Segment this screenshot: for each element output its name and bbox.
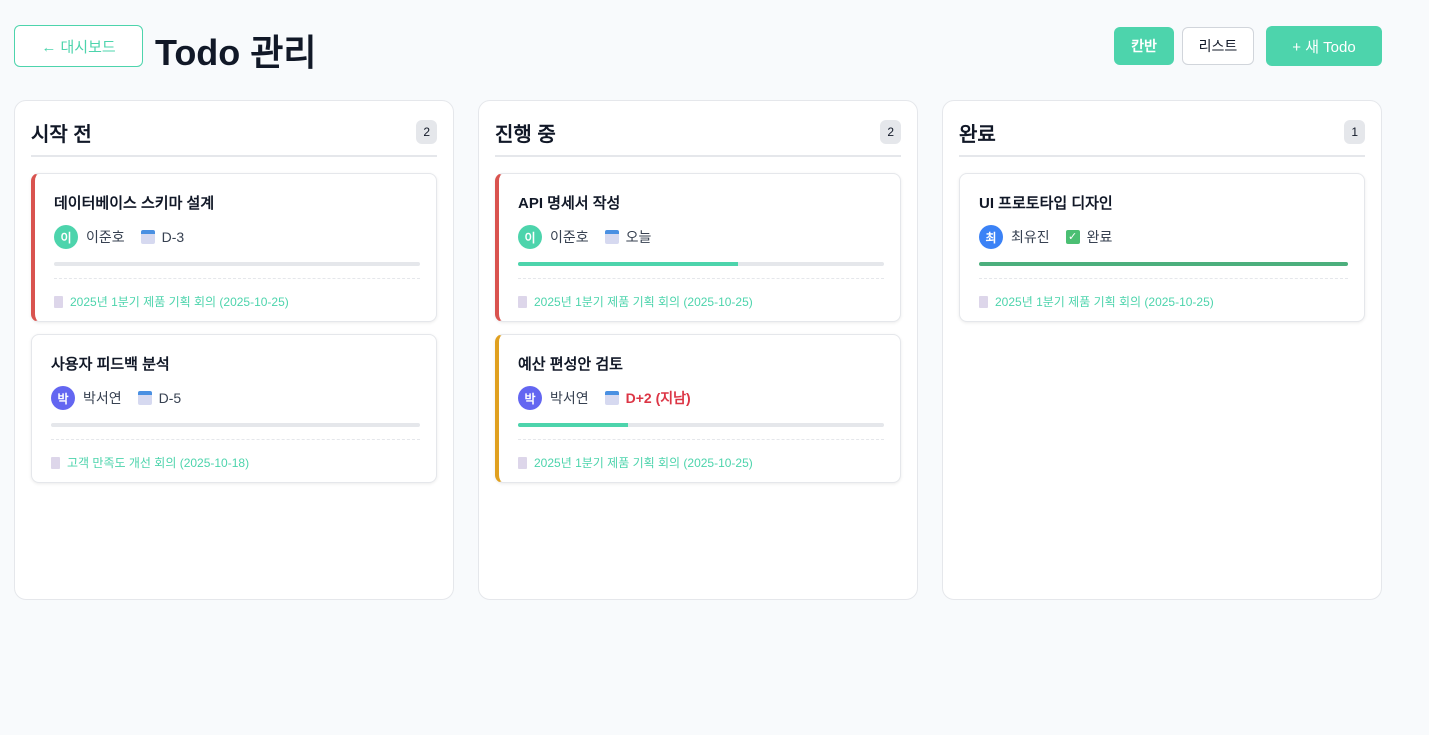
meeting-label: 2025년 1분기 제품 기획 회의 (2025-10-25) [70,295,289,309]
todo-title: 데이터베이스 스키마 설계 [54,195,215,212]
meeting-link[interactable]: 2025년 1분기 제품 기획 회의 (2025-10-25) [54,293,420,310]
meeting-link[interactable]: 2025년 1분기 제품 기획 회의 (2025-10-25) [518,293,884,310]
column-0: 시작 전 2 데이터베이스 스키마 설계 이 이준호 D-3 2025년 1분기 … [14,100,454,600]
divider [979,278,1348,279]
todo-card[interactable]: 데이터베이스 스키마 설계 이 이준호 D-3 2025년 1분기 제품 기획 … [31,173,437,322]
document-icon [518,295,527,308]
document-icon [51,456,60,469]
divider [518,439,884,440]
column-count-badge: 1 [1344,120,1365,144]
column-1: 진행 중 2 API 명세서 작성 이 이준호 오늘 2025년 1분기 제품 기… [478,100,918,600]
avatar: 이 [54,225,78,249]
list-view-button[interactable]: 리스트 [1182,27,1254,65]
progress-bar [518,423,884,427]
assignee-name: 박서연 [550,390,589,406]
calendar-icon [140,230,155,244]
page-title: Todo 관리 [155,32,317,73]
assignee-name: 최유진 [1011,229,1050,245]
column-title: 완료 [959,123,996,146]
todo-title: UI 프로토타입 디자인 [979,195,1113,212]
due-label: 완료 [1086,229,1113,245]
due-label: D-5 [158,390,182,406]
avatar: 이 [518,225,542,249]
column-title: 시작 전 [31,123,92,146]
todo-title: 예산 편성안 검토 [518,356,623,373]
column-count-badge: 2 [880,120,901,144]
meeting-link[interactable]: 2025년 1분기 제품 기획 회의 (2025-10-25) [979,293,1348,310]
column-count-badge: 2 [416,120,437,144]
calendar-icon [137,391,152,405]
column-header: 시작 전 2 [31,115,437,157]
due-label: D-3 [161,229,185,245]
avatar: 박 [518,386,542,410]
avatar: 박 [51,386,75,410]
meeting-link[interactable]: 고객 만족도 개선 회의 (2025-10-18) [51,454,420,471]
avatar: 최 [979,225,1003,249]
progress-bar [979,262,1348,266]
meeting-label: 2025년 1분기 제품 기획 회의 (2025-10-25) [534,456,753,470]
todo-title: 사용자 피드백 분석 [51,356,170,373]
new-todo-button[interactable]: + 새 Todo [1266,26,1382,66]
kanban-view-button[interactable]: 칸반 [1114,27,1174,65]
progress-fill [518,262,738,266]
assignee-name: 이준호 [86,229,125,245]
todo-card[interactable]: 사용자 피드백 분석 박 박서연 D-5 고객 만족도 개선 회의 (2025-… [31,334,437,483]
meeting-label: 2025년 1분기 제품 기획 회의 (2025-10-25) [995,295,1214,309]
back-to-dashboard-button[interactable]: ← 대시보드 [14,25,143,67]
meeting-link[interactable]: 2025년 1분기 제품 기획 회의 (2025-10-25) [518,454,884,471]
meeting-label: 2025년 1분기 제품 기획 회의 (2025-10-25) [534,295,753,309]
todo-card[interactable]: API 명세서 작성 이 이준호 오늘 2025년 1분기 제품 기획 회의 (… [495,173,901,322]
progress-bar [54,262,420,266]
check-icon: ✓ [1065,230,1080,244]
column-header: 완료 1 [959,115,1365,157]
calendar-icon [604,391,619,405]
column-2: 완료 1 UI 프로토타입 디자인 최 최유진 ✓ 완료 2025년 1분기 제품 … [942,100,1382,600]
assignee-name: 박서연 [83,390,122,406]
progress-fill [979,262,1348,266]
document-icon [54,295,63,308]
document-icon [979,295,988,308]
due-label: 오늘 [625,229,652,245]
progress-bar [51,423,420,427]
column-title: 진행 중 [495,123,556,146]
calendar-icon [604,230,619,244]
assignee-name: 이준호 [550,229,589,245]
divider [54,278,420,279]
todo-title: API 명세서 작성 [518,195,621,212]
due-label: D+2 (지남) [625,390,691,406]
todo-card[interactable]: UI 프로토타입 디자인 최 최유진 ✓ 완료 2025년 1분기 제품 기획 회… [959,173,1365,322]
divider [518,278,884,279]
meeting-label: 고객 만족도 개선 회의 (2025-10-18) [67,456,250,470]
progress-bar [518,262,884,266]
column-header: 진행 중 2 [495,115,901,157]
document-icon [518,456,527,469]
divider [51,439,420,440]
progress-fill [518,423,628,427]
todo-card[interactable]: 예산 편성안 검토 박 박서연 D+2 (지남) 2025년 1분기 제품 기획… [495,334,901,483]
